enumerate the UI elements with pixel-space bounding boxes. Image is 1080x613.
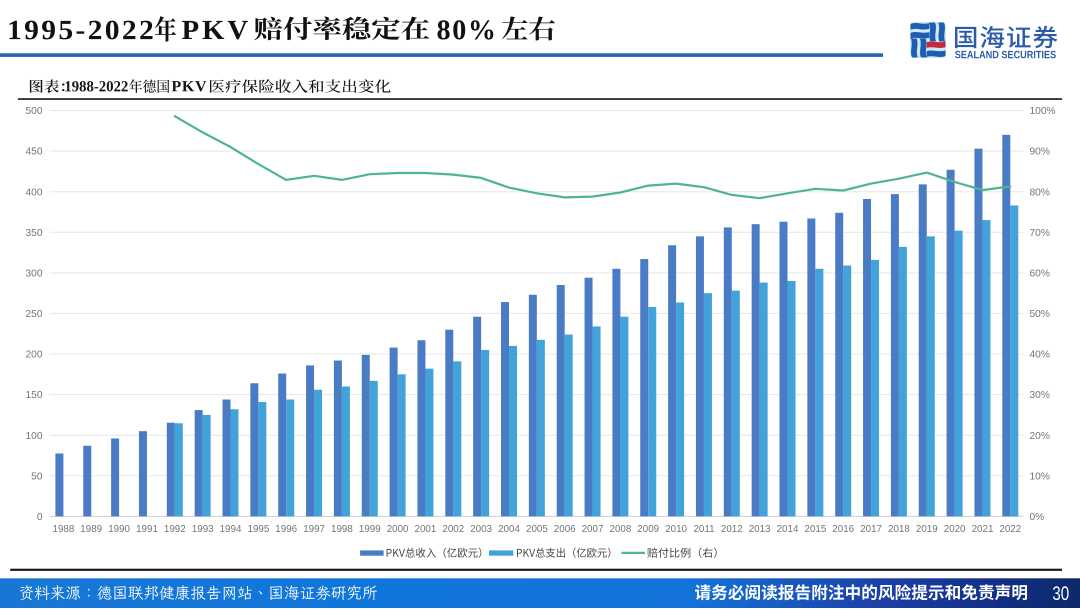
svg-text:2014: 2014 — [777, 524, 799, 535]
svg-text:0%: 0% — [1030, 512, 1045, 523]
svg-text:2019: 2019 — [916, 524, 938, 535]
svg-text:2018: 2018 — [888, 524, 910, 535]
svg-text:2011: 2011 — [693, 524, 714, 535]
svg-text:2005: 2005 — [526, 524, 548, 535]
svg-text:1994: 1994 — [220, 524, 242, 535]
svg-text:2002: 2002 — [442, 524, 464, 535]
svg-text:1990: 1990 — [108, 524, 130, 535]
svg-text:350: 350 — [26, 228, 43, 239]
svg-text:1989: 1989 — [80, 524, 102, 535]
svg-text:2007: 2007 — [582, 524, 604, 535]
svg-text:100%: 100% — [1030, 106, 1056, 117]
svg-text:50%: 50% — [1030, 309, 1050, 320]
svg-text:0: 0 — [37, 512, 43, 523]
svg-text:1997: 1997 — [303, 524, 325, 535]
svg-text:30%: 30% — [1030, 390, 1050, 401]
svg-text:2020: 2020 — [944, 524, 966, 535]
svg-text:60%: 60% — [1030, 269, 1050, 280]
svg-text:1996: 1996 — [275, 524, 297, 535]
svg-text:2021: 2021 — [972, 524, 994, 535]
svg-text:2022: 2022 — [999, 524, 1021, 535]
svg-text:300: 300 — [26, 269, 43, 280]
svg-text:90%: 90% — [1030, 147, 1050, 158]
svg-text:1999: 1999 — [359, 524, 381, 535]
svg-text:70%: 70% — [1030, 228, 1050, 239]
svg-text:50: 50 — [31, 471, 43, 482]
svg-text:200: 200 — [26, 350, 43, 361]
svg-text:400: 400 — [26, 187, 43, 198]
svg-text:2006: 2006 — [554, 524, 576, 535]
svg-text:450: 450 — [26, 147, 43, 158]
svg-text:2004: 2004 — [498, 524, 520, 535]
svg-text:1991: 1991 — [136, 524, 158, 535]
svg-text:1992: 1992 — [164, 524, 186, 535]
svg-text:2017: 2017 — [860, 524, 882, 535]
svg-text:20%: 20% — [1030, 431, 1050, 442]
svg-text:40%: 40% — [1030, 350, 1050, 361]
svg-text:10%: 10% — [1030, 471, 1050, 482]
svg-text:2000: 2000 — [387, 524, 409, 535]
svg-text:1993: 1993 — [192, 524, 214, 535]
svg-text:100: 100 — [26, 431, 43, 442]
svg-text:2012: 2012 — [721, 524, 743, 535]
svg-text:2001: 2001 — [415, 524, 437, 535]
svg-text:80%: 80% — [1030, 187, 1050, 198]
svg-text:2003: 2003 — [470, 524, 492, 535]
svg-text:500: 500 — [26, 106, 43, 117]
svg-text:150: 150 — [26, 390, 43, 401]
svg-text:250: 250 — [26, 309, 43, 320]
svg-text:2009: 2009 — [637, 524, 659, 535]
svg-text:2010: 2010 — [665, 524, 687, 535]
svg-text:2015: 2015 — [805, 524, 827, 535]
svg-text:1998: 1998 — [331, 524, 353, 535]
svg-text:1995: 1995 — [248, 524, 270, 535]
svg-text:2016: 2016 — [832, 524, 854, 535]
svg-text:2008: 2008 — [610, 524, 632, 535]
svg-text:1988: 1988 — [53, 524, 75, 535]
svg-text:2013: 2013 — [749, 524, 771, 535]
